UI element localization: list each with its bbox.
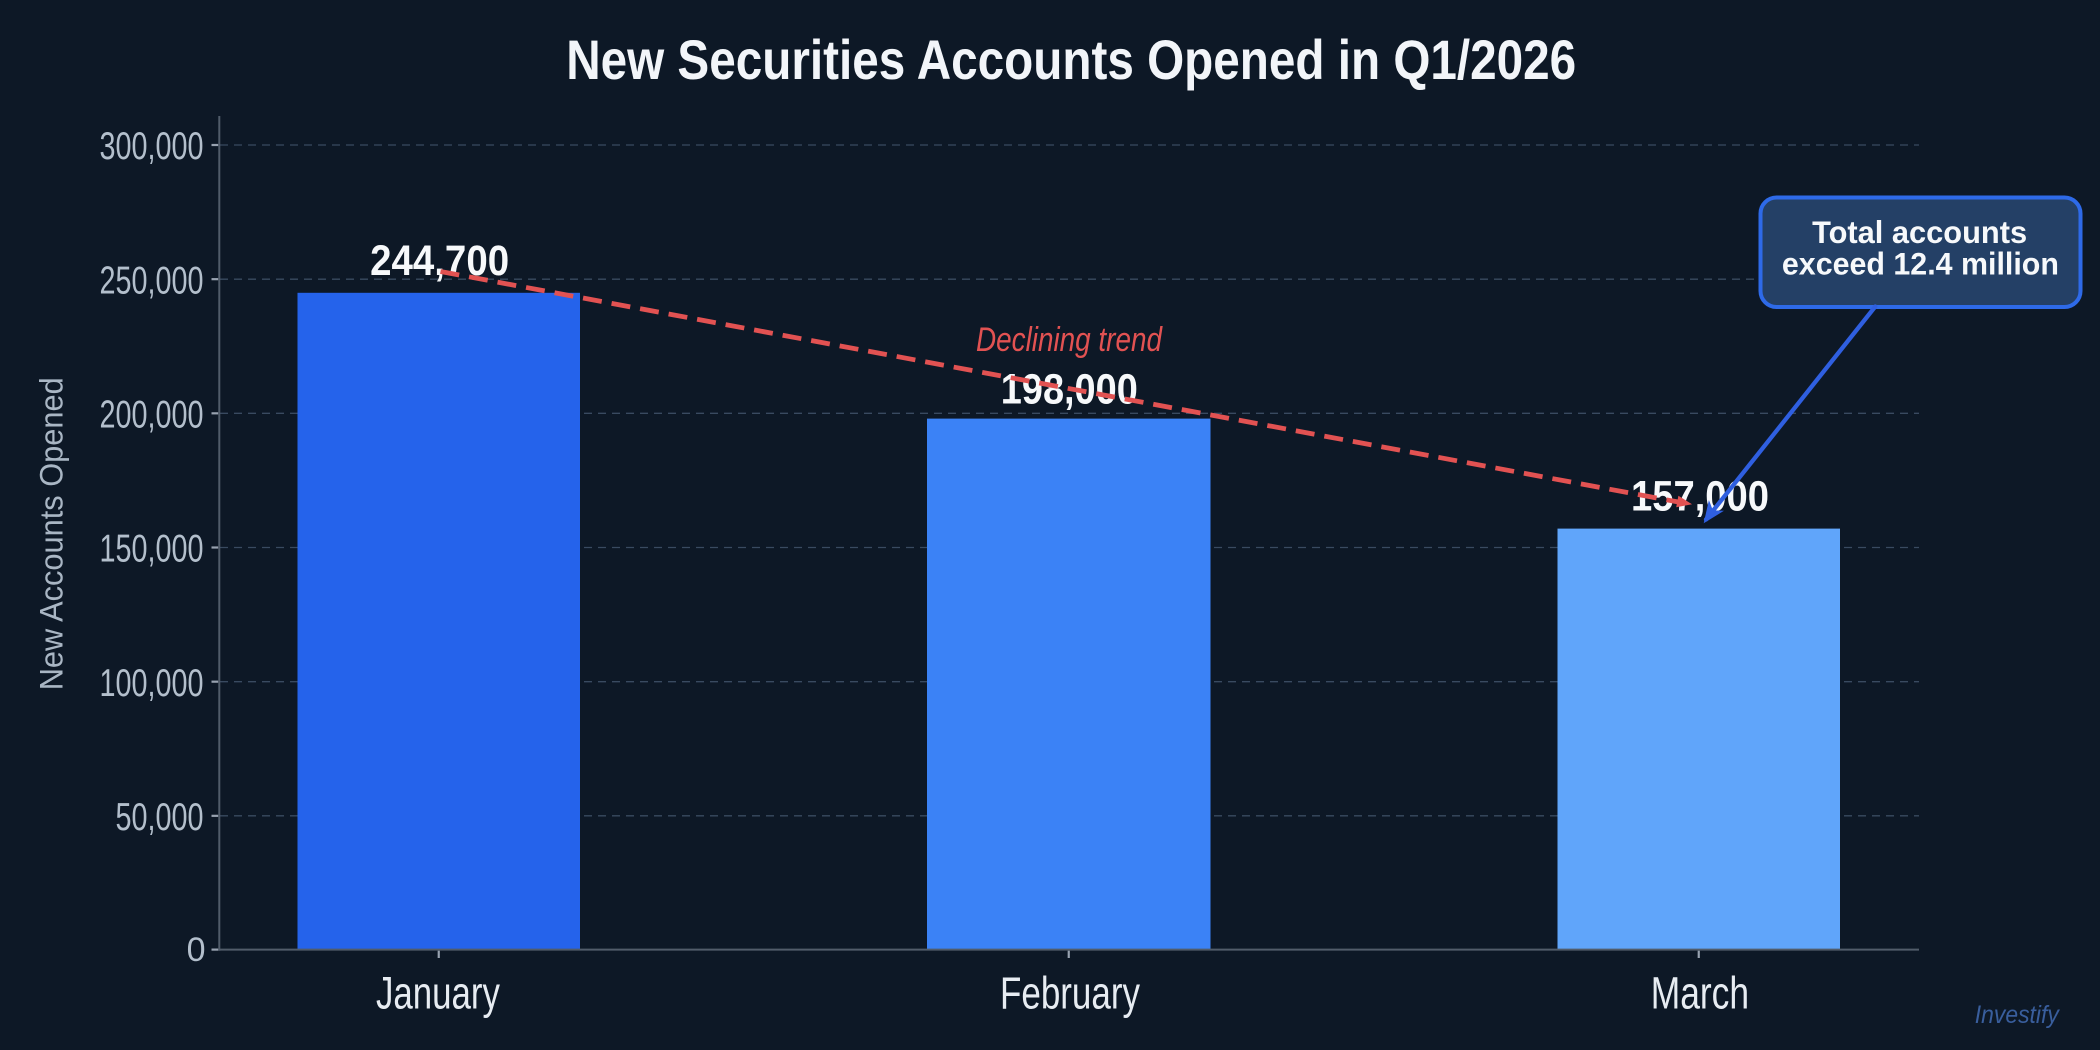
svg-text:January: January: [376, 967, 500, 1018]
svg-text:150,000: 150,000: [100, 528, 204, 571]
svg-text:New Securities Accounts Opened: New Securities Accounts Opened in Q1/202…: [566, 29, 1576, 91]
svg-text:New Accounts Opened: New Accounts Opened: [33, 377, 69, 690]
svg-text:Investify: Investify: [1975, 1002, 2061, 1029]
svg-text:Declining trend: Declining trend: [976, 321, 1163, 359]
svg-text:March: March: [1651, 967, 1749, 1018]
svg-text:100,000: 100,000: [100, 662, 204, 705]
svg-text:250,000: 250,000: [100, 259, 204, 302]
svg-text:Total accounts: Total accounts: [1812, 214, 2027, 250]
svg-text:200,000: 200,000: [100, 394, 204, 437]
svg-text:300,000: 300,000: [100, 125, 204, 168]
svg-text:50,000: 50,000: [116, 796, 204, 839]
svg-text:244,700: 244,700: [370, 238, 509, 285]
svg-text:exceed 12.4 million: exceed 12.4 million: [1782, 246, 2059, 282]
svg-text:0: 0: [187, 931, 206, 969]
svg-text:February: February: [1000, 967, 1140, 1018]
